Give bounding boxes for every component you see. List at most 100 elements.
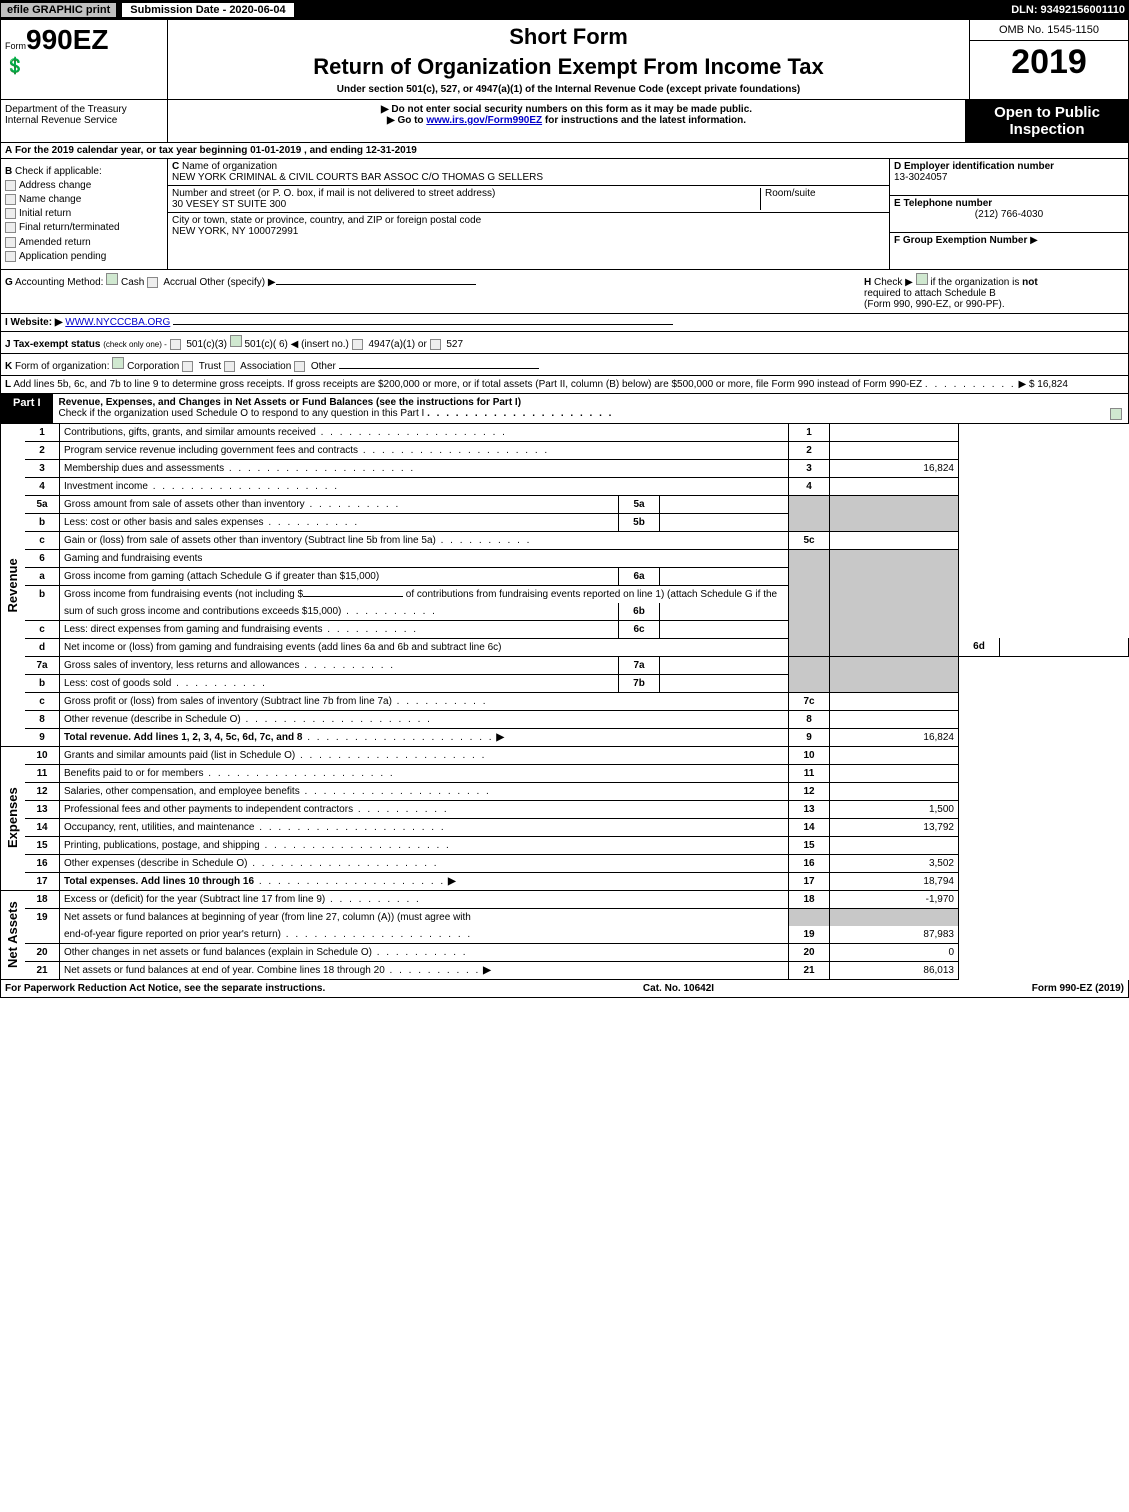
line14-desc: Occupancy, rent, utilities, and maintena… — [64, 822, 254, 833]
line8-desc: Other revenue (describe in Schedule O) — [64, 714, 241, 725]
line7b-desc: Less: cost of goods sold — [64, 678, 171, 689]
row-10: Expenses 10 Grants and similar amounts p… — [1, 746, 1129, 764]
line6b-field[interactable] — [303, 596, 403, 597]
header-row2: Department of the Treasury Internal Reve… — [0, 100, 1129, 143]
row-13: 13 Professional fees and other payments … — [1, 800, 1129, 818]
period-text: For the 2019 calendar year, or tax year … — [15, 145, 301, 156]
checkbox-final[interactable] — [5, 222, 16, 233]
row-19b: end-of-year figure reported on prior yea… — [1, 926, 1129, 944]
open-to-public: Open to Public Inspection — [965, 100, 1128, 142]
footer-left: For Paperwork Reduction Act Notice, see … — [5, 983, 325, 994]
box-b-title: Check if applicable: — [15, 166, 102, 177]
notice-2: ▶ Go to www.irs.gov/Form990EZ for instru… — [172, 115, 961, 126]
box-c: C Name of organization NEW YORK CRIMINAL… — [168, 159, 889, 269]
checkbox-name[interactable] — [5, 194, 16, 205]
row-21: 21 Net assets or fund balances at end of… — [1, 961, 1129, 979]
box-e: E Telephone number (212) 766-4030 — [890, 196, 1128, 233]
checkbox-accrual[interactable] — [147, 277, 158, 288]
website-link[interactable]: WWW.NYCCCBA.ORG — [65, 317, 170, 328]
footer-center: Cat. No. 10642I — [643, 983, 714, 994]
checkbox-527[interactable] — [430, 339, 441, 350]
dept-text: Department of the Treasury — [5, 104, 163, 115]
addr-change: Address change — [19, 180, 91, 191]
street-row: Number and street (or P. O. box, if mail… — [168, 186, 889, 213]
name-label: Name of organization — [182, 161, 277, 172]
row-j: J Tax-exempt status (check only one) - 5… — [0, 332, 1129, 354]
label-a: A — [5, 145, 12, 156]
revenue-section-label: Revenue — [1, 424, 26, 747]
checkbox-trust[interactable] — [182, 361, 193, 372]
value-13: 1,500 — [830, 800, 959, 818]
box-f: F Group Exemption Number ▶ — [890, 233, 1128, 269]
checkbox-501c6[interactable] — [230, 335, 242, 347]
line17-desc: Total expenses. Add lines 10 through 16 — [64, 876, 254, 887]
line5a-desc: Gross amount from sale of assets other t… — [64, 499, 400, 510]
value-16: 3,502 — [830, 854, 959, 872]
label-i: I Website: ▶ — [5, 317, 63, 328]
value-21: 86,013 — [830, 961, 959, 979]
row-6a: a Gross income from gaming (attach Sched… — [1, 567, 1129, 585]
checkbox-schedule-o[interactable] — [1110, 408, 1122, 420]
other-field[interactable] — [276, 284, 476, 285]
box-h: H Check ▶ if the organization is not req… — [864, 273, 1124, 310]
row-k: K Form of organization: Corporation Trus… — [0, 354, 1129, 376]
j-501c6: 501(c)( 6) ◀ (insert no.) — [244, 339, 348, 350]
line6c-desc: Less: direct expenses from gaming and fu… — [64, 624, 322, 635]
f-arrow: ▶ — [1030, 235, 1038, 246]
k-other-field[interactable] — [339, 368, 539, 369]
row-5b: b Less: cost or other basis and sales ex… — [1, 513, 1129, 531]
box-b: B Check if applicable: Address change Na… — [1, 159, 168, 269]
checkbox-cash[interactable] — [106, 273, 118, 285]
dln-label: DLN: 93492156001110 — [1011, 4, 1129, 16]
h-text2: if the organization is — [930, 277, 1019, 288]
value-14: 13,792 — [830, 818, 959, 836]
h-text1: Check ▶ — [874, 277, 913, 288]
line6b-pre: Gross income from fundraising events (no… — [64, 589, 303, 600]
g-accrual: Accrual — [163, 277, 196, 288]
checkbox-h[interactable] — [916, 273, 928, 285]
row-19a: 19 Net assets or fund balances at beginn… — [1, 908, 1129, 926]
row-1: Revenue 1 Contributions, gifts, grants, … — [1, 424, 1129, 442]
row-15: 15 Printing, publications, postage, and … — [1, 836, 1129, 854]
form-prefix: Form — [5, 41, 26, 51]
part1-dots — [427, 408, 613, 419]
checkbox-501c3[interactable] — [170, 339, 181, 350]
checkbox-4947[interactable] — [352, 339, 363, 350]
header-right: OMB No. 1545-1150 2019 — [969, 20, 1128, 99]
line1-desc: Contributions, gifts, grants, and simila… — [64, 427, 507, 438]
street-value: 30 VESEY ST SUITE 300 — [172, 199, 286, 210]
return-title: Return of Organization Exempt From Incom… — [176, 54, 961, 80]
city-row: City or town, state or province, country… — [168, 213, 889, 239]
line6b-sum: sum of such gross income and contributio… — [64, 606, 341, 617]
row-6d: d Net income or (loss) from gaming and f… — [1, 638, 1129, 656]
line20-desc: Other changes in net assets or fund bala… — [64, 947, 372, 958]
checkbox-other[interactable] — [294, 361, 305, 372]
form-header: Form990EZ 💲 Short Form Return of Organiz… — [0, 20, 1129, 100]
l-text: Add lines 5b, 6c, and 7b to line 9 to de… — [13, 379, 922, 390]
line10-desc: Grants and similar amounts paid (list in… — [64, 750, 295, 761]
checkbox-corp[interactable] — [112, 357, 124, 369]
irs-link[interactable]: www.irs.gov/Form990EZ — [426, 115, 542, 126]
page-footer: For Paperwork Reduction Act Notice, see … — [0, 980, 1129, 998]
row-5a: 5a Gross amount from sale of assets othe… — [1, 495, 1129, 513]
box-def: D Employer identification number 13-3024… — [889, 159, 1128, 269]
submission-button[interactable]: Submission Date - 2020-06-04 — [121, 2, 294, 18]
line7c-desc: Gross profit or (loss) from sales of inv… — [64, 696, 392, 707]
efile-button[interactable]: efile GRAPHIC print — [0, 2, 117, 18]
checkbox-addr[interactable] — [5, 180, 16, 191]
value-9: 16,824 — [830, 728, 959, 746]
line3-desc: Membership dues and assessments — [64, 463, 415, 474]
label-g: G — [5, 277, 13, 288]
short-form-title: Short Form — [176, 24, 961, 50]
h-text3: required to attach Schedule B — [864, 288, 996, 299]
checkbox-initial[interactable] — [5, 208, 16, 219]
checkbox-amended[interactable] — [5, 237, 16, 248]
checkbox-pending[interactable] — [5, 251, 16, 262]
checkbox-assoc[interactable] — [224, 361, 235, 372]
header-center: Short Form Return of Organization Exempt… — [168, 20, 969, 99]
top-bar: efile GRAPHIC print Submission Date - 20… — [0, 0, 1129, 20]
value-18: -1,970 — [830, 890, 959, 908]
line5b-desc: Less: cost or other basis and sales expe… — [64, 517, 359, 528]
omb-number: OMB No. 1545-1150 — [970, 20, 1128, 41]
line21-desc: Net assets or fund balances at end of ye… — [64, 965, 385, 976]
